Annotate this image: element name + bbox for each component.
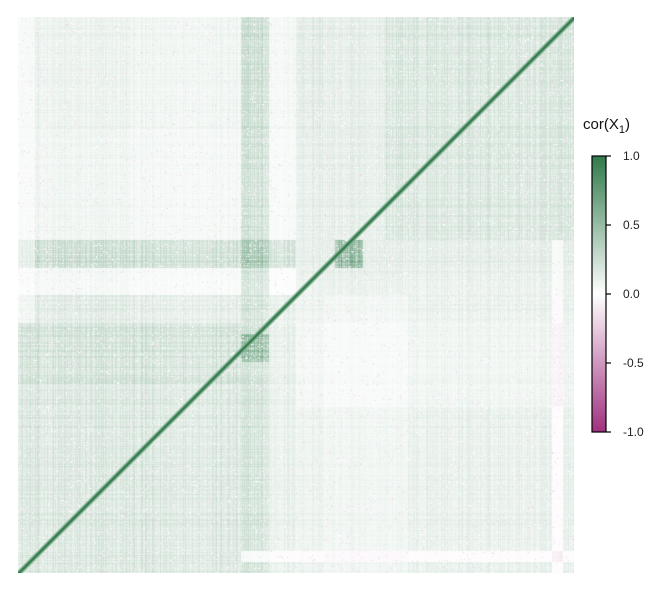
colorbar-gradient: [591, 155, 607, 433]
colorbar-title-end: ): [624, 116, 630, 133]
colorbar-title-main: cor(X: [583, 116, 619, 133]
colorbar-tick-label: -0.5: [623, 356, 644, 370]
colorbar-tick-label: 0.0: [623, 287, 640, 301]
colorbar-tick-label: -1.0: [623, 425, 644, 439]
colorbar-tick-label: 1.0: [623, 149, 640, 163]
heatmap-matrix: [18, 17, 574, 573]
correlation-heatmap: [18, 17, 574, 573]
colorbar-svg: 1.0 0.5 0.0 -0.5 -1.0: [591, 149, 644, 439]
colorbar-legend: 1.0 0.5 0.0 -0.5 -1.0 cor(X1): [578, 116, 658, 446]
colorbar-tick-label: 0.5: [623, 218, 640, 232]
colorbar-title-subscript: 1: [618, 124, 625, 136]
colorbar-title: cor(X1): [583, 116, 630, 136]
